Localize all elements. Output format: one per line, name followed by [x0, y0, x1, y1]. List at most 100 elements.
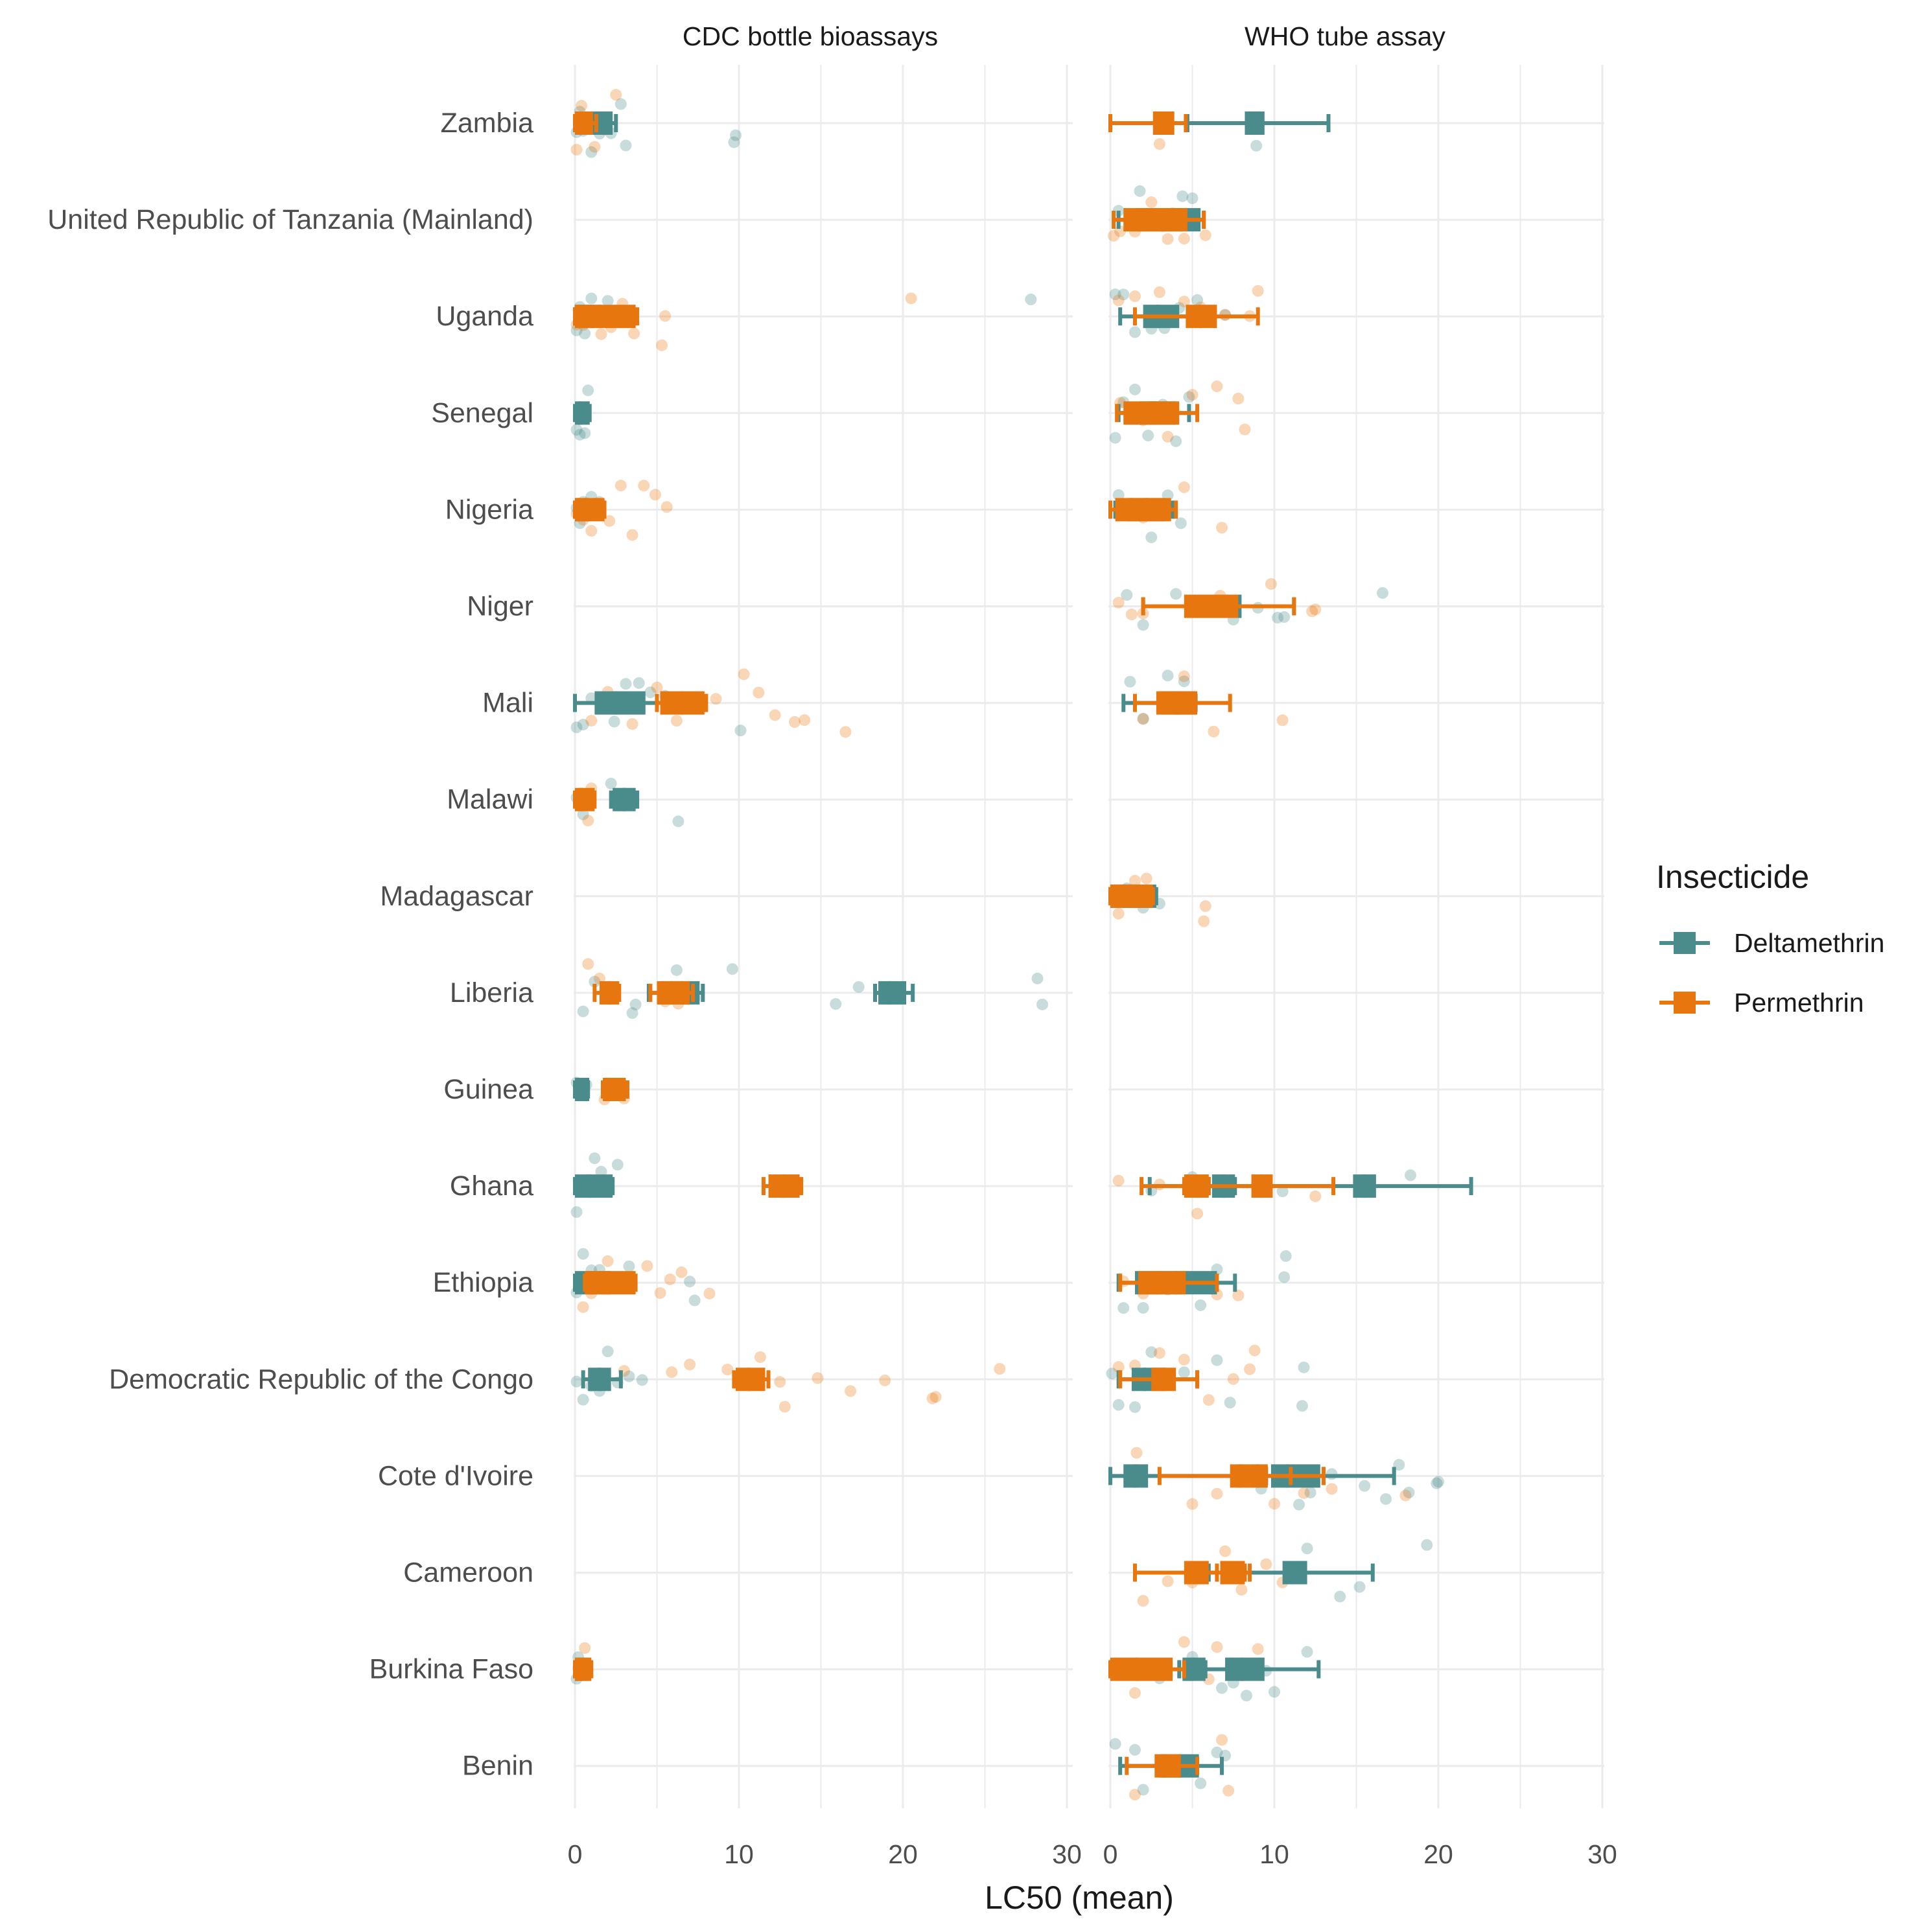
data-point	[1431, 1477, 1443, 1489]
data-point	[1309, 1190, 1322, 1202]
box	[657, 981, 690, 1005]
data-point	[710, 693, 722, 705]
data-point	[1175, 517, 1187, 530]
data-point	[579, 1642, 591, 1654]
data-point	[1235, 1583, 1248, 1596]
data-point	[1031, 972, 1044, 984]
data-point	[774, 1376, 786, 1388]
y-tick-label: Ethiopia	[433, 1267, 533, 1298]
data-point	[636, 1374, 648, 1386]
x-tick-label: 10	[1259, 1839, 1289, 1869]
legend-title: Insecticide	[1656, 859, 1809, 895]
data-point	[1216, 1734, 1228, 1746]
box	[575, 1174, 613, 1198]
x-tick-label: 0	[1103, 1839, 1118, 1869]
box	[1138, 1271, 1186, 1295]
data-point	[1145, 531, 1158, 544]
data-point	[1376, 587, 1388, 599]
data-point	[738, 668, 750, 681]
data-point	[1108, 229, 1120, 242]
data-point	[1178, 1353, 1190, 1366]
box	[575, 1657, 592, 1681]
data-point	[1276, 714, 1289, 727]
data-point	[1232, 393, 1245, 405]
data-point	[661, 501, 673, 513]
data-point	[582, 815, 594, 827]
data-point	[589, 141, 601, 153]
data-point	[585, 714, 598, 727]
data-point	[1191, 1207, 1204, 1220]
data-point	[585, 525, 598, 537]
data-point	[1137, 1784, 1149, 1796]
data-point	[666, 1366, 678, 1379]
data-point	[1278, 1271, 1291, 1283]
data-point	[602, 1345, 614, 1358]
data-point	[1326, 1483, 1338, 1495]
data-point	[574, 428, 586, 441]
data-point	[659, 310, 672, 322]
data-point	[576, 100, 588, 112]
data-point	[1153, 286, 1165, 298]
data-point	[1211, 1641, 1223, 1653]
box	[1115, 498, 1171, 522]
data-point	[1117, 288, 1130, 301]
data-point	[1129, 1401, 1141, 1414]
data-point	[1195, 1299, 1207, 1311]
data-point	[1186, 1498, 1199, 1510]
data-point	[1222, 1784, 1235, 1797]
data-point	[1199, 900, 1211, 913]
data-point	[644, 686, 657, 699]
data-point	[589, 1152, 601, 1165]
data-point	[1186, 389, 1199, 401]
data-point	[845, 1385, 857, 1397]
data-point	[799, 714, 811, 727]
data-point	[1178, 1366, 1190, 1379]
data-point	[1117, 1302, 1130, 1314]
data-point	[608, 716, 620, 728]
data-point	[1178, 1636, 1190, 1648]
data-point	[585, 292, 598, 305]
data-point	[1359, 1480, 1371, 1492]
data-point	[582, 384, 594, 397]
data-point	[1112, 907, 1125, 920]
y-tick-label: Uganda	[436, 301, 533, 332]
data-point	[688, 1294, 701, 1307]
data-point	[728, 136, 740, 148]
data-point	[1129, 290, 1141, 303]
data-point	[570, 143, 583, 156]
y-tick-label: Guinea	[443, 1074, 533, 1105]
y-tick-label: Cameroon	[403, 1557, 533, 1589]
data-point	[1216, 522, 1228, 534]
y-tick-label: United Republic of Tanzania (Mainland)	[47, 204, 533, 235]
data-point	[852, 981, 865, 993]
data-point	[570, 424, 583, 436]
x-tick-label: 30	[1052, 1839, 1082, 1869]
data-point	[726, 963, 738, 975]
box	[1184, 594, 1239, 618]
x-tick-label: 10	[724, 1839, 754, 1869]
y-tick-label: Cote d'Ivoire	[378, 1460, 533, 1491]
y-tick-label: Madagascar	[380, 881, 533, 912]
data-point	[1272, 612, 1284, 624]
data-point	[672, 815, 684, 828]
data-point	[1211, 1487, 1223, 1500]
data-point	[582, 958, 594, 970]
facet-title: CDC bottle bioassays	[683, 21, 938, 51]
data-point	[703, 1287, 716, 1299]
data-point	[649, 489, 661, 501]
data-point	[1142, 430, 1154, 442]
box	[575, 305, 636, 329]
y-tick-label: Democratic Republic of the Congo	[109, 1364, 533, 1395]
data-point	[930, 1391, 942, 1403]
data-point	[1106, 1368, 1118, 1380]
data-point	[905, 292, 917, 305]
data-point	[623, 1260, 635, 1272]
data-point	[656, 339, 668, 351]
data-point	[1252, 285, 1264, 297]
data-point	[1244, 1363, 1256, 1375]
x-tick-label: 0	[568, 1839, 583, 1869]
data-point	[1191, 294, 1204, 306]
data-point	[926, 1392, 939, 1404]
box	[603, 1078, 626, 1101]
